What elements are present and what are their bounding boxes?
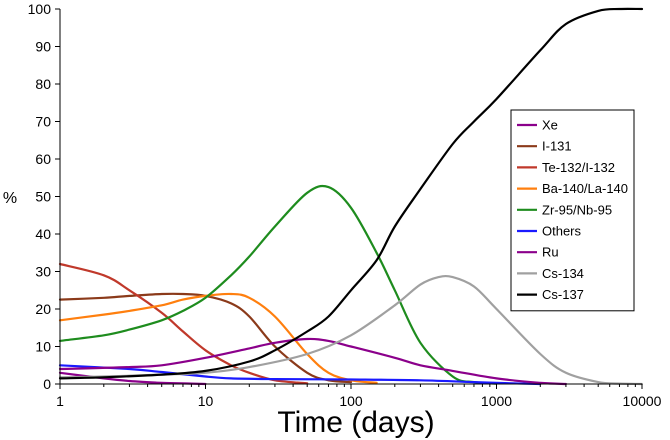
y-tick-label: 40 bbox=[35, 226, 51, 242]
series-line-zr-95-nb-95 bbox=[58, 184, 498, 385]
x-tick-label: 1 bbox=[56, 393, 64, 409]
series-line-cs-137 bbox=[58, 7, 644, 380]
legend-label-ba-140-la-140: Ba-140/La-140 bbox=[542, 181, 628, 196]
series-line-cs-134 bbox=[58, 274, 644, 386]
x-tick-label: 1000 bbox=[481, 393, 512, 409]
y-tick-label: 50 bbox=[35, 189, 51, 205]
x-axis-title: Time (days) bbox=[277, 406, 434, 439]
series-line-ba-140-la-140 bbox=[58, 292, 378, 384]
series-line-others bbox=[58, 364, 542, 386]
series-line-te-132-i-132 bbox=[58, 262, 309, 385]
series-line-ru bbox=[58, 337, 567, 386]
y-tick-label: 60 bbox=[35, 151, 51, 167]
legend-label-i-131: I-131 bbox=[542, 139, 572, 154]
legend-label-ru: Ru bbox=[542, 245, 559, 260]
y-tick-label: 30 bbox=[35, 264, 51, 280]
x-tick-label: 100 bbox=[339, 393, 363, 409]
legend-label-others: Others bbox=[542, 224, 582, 239]
legend-label-te-132-i-132: Te-132/I-132 bbox=[542, 160, 615, 175]
x-tick-label: 10 bbox=[198, 393, 214, 409]
legend-label-xe: Xe bbox=[542, 118, 558, 133]
y-tick-label: 90 bbox=[35, 39, 51, 55]
y-tick-label: 10 bbox=[35, 339, 51, 355]
y-tick-label: 100 bbox=[28, 1, 52, 17]
series-layer bbox=[58, 7, 644, 386]
legend: Xe I-131 Te-132/I-132 Ba-140/La-140 Zr-95/Nb… bbox=[510, 109, 635, 312]
y-tick-label: 80 bbox=[35, 76, 51, 92]
legend-label-cs-134: Cs-134 bbox=[542, 266, 584, 281]
x-tick-label: 10000 bbox=[623, 393, 662, 409]
series-line-i-131 bbox=[58, 292, 353, 384]
y-tick-label: 0 bbox=[43, 376, 51, 392]
y-tick-label: 20 bbox=[35, 301, 51, 317]
y-tick-label: 70 bbox=[35, 114, 51, 130]
legend-label-zr-95-nb-95: Zr-95/Nb-95 bbox=[542, 202, 612, 217]
legend-label-cs-137: Cs-137 bbox=[542, 287, 584, 302]
y-axis-title: % bbox=[3, 190, 17, 207]
